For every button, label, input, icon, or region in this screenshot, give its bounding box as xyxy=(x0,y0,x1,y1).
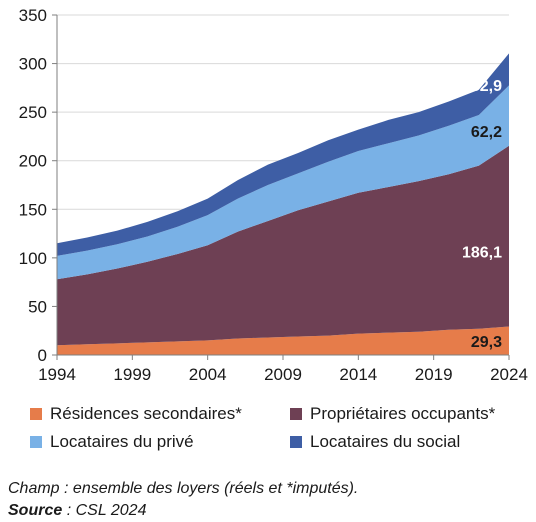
data-labels: 29,3 186,1 62,2 32,9 xyxy=(462,78,502,351)
data-label: 186,1 xyxy=(462,245,502,262)
champ-note: Champ : ensemble des loyers (réels et *i… xyxy=(8,480,359,497)
x-tick-label: 2014 xyxy=(339,365,377,384)
source-key: Source xyxy=(8,502,63,519)
y-tick-label: 0 xyxy=(38,346,47,365)
legend-label: Locataires du privé xyxy=(50,432,194,451)
chart-notes: Champ : ensemble des loyers (réels et *i… xyxy=(8,478,358,522)
y-tick-label: 100 xyxy=(19,249,47,268)
x-tick-label: 1999 xyxy=(113,365,151,384)
legend-swatch xyxy=(290,408,302,420)
data-label: 29,3 xyxy=(471,334,502,351)
legend-label: Résidences secondaires* xyxy=(50,404,242,423)
x-tick-label: 2009 xyxy=(264,365,302,384)
area-series-1 xyxy=(57,145,509,346)
legend-item-residences-secondaires: Résidences secondaires* xyxy=(30,404,290,424)
legend-swatch xyxy=(290,436,302,448)
stacked-area-chart: 0 50 100 150 200 250 300 350 1994 1999 2004 2009 20… xyxy=(19,6,528,384)
y-tick-label: 250 xyxy=(19,103,47,122)
x-tick-labels: 1994 1999 2004 2009 2014 2019 2024 xyxy=(38,365,528,384)
legend-item-proprietaires-occupants: Propriétaires occupants* xyxy=(290,404,530,424)
legend-label: Propriétaires occupants* xyxy=(310,404,496,423)
axes xyxy=(52,14,510,360)
y-tick-labels: 0 50 100 150 200 250 300 350 xyxy=(19,6,47,365)
y-tick-label: 300 xyxy=(19,55,47,74)
legend-swatch xyxy=(30,436,42,448)
area-series-3 xyxy=(57,53,509,256)
area-series-2 xyxy=(57,85,509,280)
legend: Résidences secondaires* Propriétaires oc… xyxy=(30,404,530,452)
y-tick-label: 50 xyxy=(28,297,47,316)
x-tick-label: 1994 xyxy=(38,365,76,384)
data-label: 62,2 xyxy=(471,124,502,141)
x-tick-label: 2024 xyxy=(490,365,528,384)
data-label: 32,9 xyxy=(471,78,502,95)
x-tick-label: 2004 xyxy=(189,365,227,384)
source-note: Source : CSL 2024 xyxy=(8,500,358,522)
y-tick-label: 350 xyxy=(19,6,47,25)
area-series xyxy=(57,53,509,355)
legend-swatch xyxy=(30,408,42,420)
source-value: : CSL 2024 xyxy=(62,502,147,519)
legend-label: Locataires du social xyxy=(310,432,461,451)
legend-item-locataires-social: Locataires du social xyxy=(290,432,530,452)
legend-item-locataires-prive: Locataires du privé xyxy=(30,432,290,452)
y-tick-label: 150 xyxy=(19,200,47,219)
area-series-0 xyxy=(57,326,509,355)
x-tick-label: 2019 xyxy=(415,365,453,384)
y-tick-label: 200 xyxy=(19,152,47,171)
